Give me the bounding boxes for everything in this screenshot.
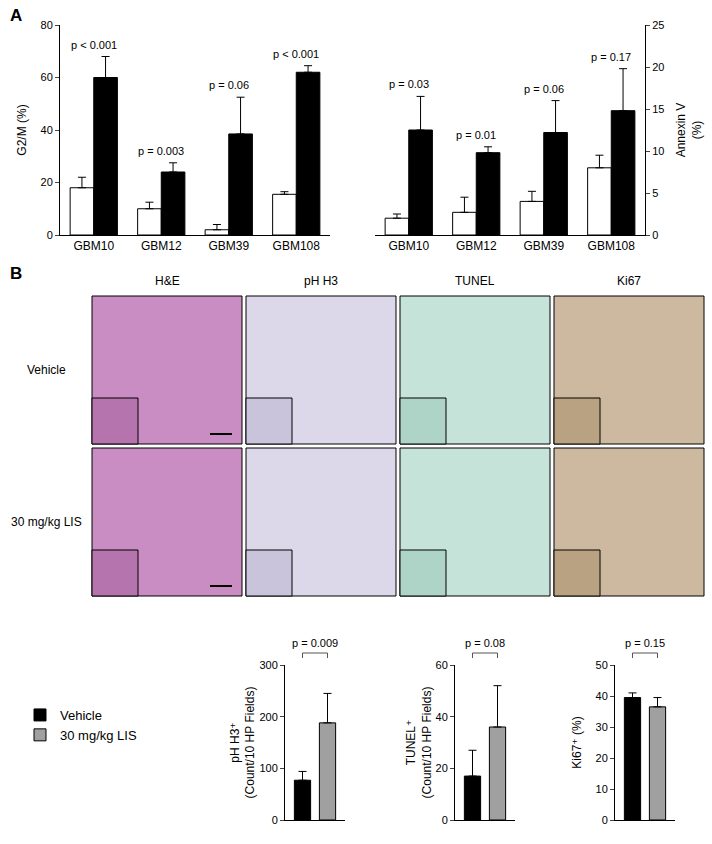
- svg-text:5: 5: [652, 187, 658, 199]
- svg-text:15: 15: [652, 103, 664, 115]
- svg-text:Ki67: Ki67: [617, 274, 641, 288]
- svg-text:p = 0.03: p = 0.03: [389, 78, 429, 90]
- svg-text:40: 40: [596, 690, 608, 702]
- svg-text:Ki67⁺ (%): Ki67⁺ (%): [570, 716, 584, 768]
- svg-text:A: A: [10, 6, 22, 25]
- svg-text:pH H3⁺(Count/10 HP Fields): pH H3⁺(Count/10 HP Fields): [228, 687, 258, 799]
- svg-text:p = 0.06: p = 0.06: [524, 83, 564, 95]
- svg-text:GBM108: GBM108: [588, 239, 636, 253]
- svg-text:p = 0.08: p = 0.08: [465, 637, 505, 649]
- svg-text:p = 0.15: p = 0.15: [625, 637, 665, 649]
- svg-text:20: 20: [41, 176, 53, 188]
- svg-text:p = 0.003: p = 0.003: [138, 145, 184, 157]
- svg-text:40: 40: [436, 711, 448, 723]
- svg-text:H&E: H&E: [155, 274, 180, 288]
- svg-text:0: 0: [442, 814, 448, 826]
- svg-text:20: 20: [436, 762, 448, 774]
- svg-text:0: 0: [652, 229, 658, 241]
- svg-text:80: 80: [41, 19, 53, 31]
- svg-text:p = 0.17: p = 0.17: [591, 51, 631, 63]
- svg-text:TUNEL: TUNEL: [455, 274, 495, 288]
- svg-text:20: 20: [596, 752, 608, 764]
- svg-text:GBM39: GBM39: [523, 239, 564, 253]
- svg-text:50: 50: [596, 659, 608, 671]
- svg-text:GBM10: GBM10: [388, 239, 429, 253]
- svg-text:pH H3: pH H3: [304, 274, 338, 288]
- svg-text:p < 0.001: p < 0.001: [273, 48, 319, 60]
- svg-text:0: 0: [602, 814, 608, 826]
- svg-text:30: 30: [596, 721, 608, 733]
- svg-text:GBM39: GBM39: [208, 239, 249, 253]
- svg-text:GBM10: GBM10: [73, 239, 114, 253]
- svg-text:40: 40: [41, 124, 53, 136]
- svg-text:20: 20: [652, 61, 664, 73]
- svg-text:60: 60: [436, 659, 448, 671]
- svg-text:30 mg/kg LIS: 30 mg/kg LIS: [60, 728, 137, 743]
- svg-text:p = 0.06: p = 0.06: [209, 79, 249, 91]
- svg-text:25: 25: [652, 19, 664, 31]
- svg-text:TUNEL⁺(Count/10 HP Fields): TUNEL⁺(Count/10 HP Fields): [404, 687, 434, 799]
- svg-text:GBM12: GBM12: [141, 239, 182, 253]
- svg-text:p < 0.001: p < 0.001: [71, 39, 117, 51]
- svg-text:300: 300: [259, 659, 277, 671]
- svg-text:10: 10: [596, 783, 608, 795]
- svg-text:G2/M (%): G2/M (%): [15, 104, 29, 155]
- svg-text:0: 0: [272, 814, 278, 826]
- svg-text:Vehicle: Vehicle: [60, 708, 102, 723]
- svg-text:10: 10: [652, 145, 664, 157]
- svg-text:GBM108: GBM108: [273, 239, 321, 253]
- svg-text:200: 200: [259, 711, 277, 723]
- svg-text:30 mg/kg LIS: 30 mg/kg LIS: [11, 515, 82, 529]
- svg-text:GBM12: GBM12: [456, 239, 497, 253]
- svg-text:B: B: [10, 264, 22, 283]
- svg-text:Annexin V(%): Annexin V(%): [674, 103, 704, 158]
- svg-text:100: 100: [259, 762, 277, 774]
- svg-text:p = 0.01: p = 0.01: [456, 129, 496, 141]
- svg-text:0: 0: [47, 229, 53, 241]
- svg-text:60: 60: [41, 71, 53, 83]
- svg-text:Vehicle: Vehicle: [27, 363, 66, 377]
- svg-text:p = 0.009: p = 0.009: [292, 637, 338, 649]
